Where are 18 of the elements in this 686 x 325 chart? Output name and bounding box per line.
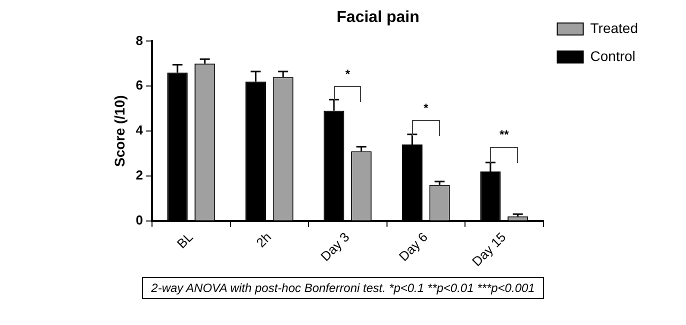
x-tick-label: 2h [253,229,274,250]
y-tick-label: 6 [136,78,144,93]
chart-title: Facial pain [336,9,420,26]
annotation: ** [499,128,510,142]
x-tick-label: BL [174,229,196,252]
x-tick-label: Day 3 [318,229,352,264]
legend-label: Treated [590,20,638,36]
y-tick-label: 0 [136,212,144,228]
y-tick-label: 2 [136,168,144,183]
legend-label: Control [590,48,636,64]
annotation: * [424,100,429,115]
x-tick-label: Day 6 [396,229,431,264]
y-tick-label: 4 [136,122,144,138]
y-tick-label: 8 [136,32,144,48]
y-axis-title: Score (/10) [111,95,128,167]
annotation: * [345,67,350,82]
text: 2-way ANOVA with post-hoc Bonferroni test. *p<0.1 **p<0.01 ***p<0.001 [142,277,544,299]
x-tick-label: Day 15 [469,229,509,270]
